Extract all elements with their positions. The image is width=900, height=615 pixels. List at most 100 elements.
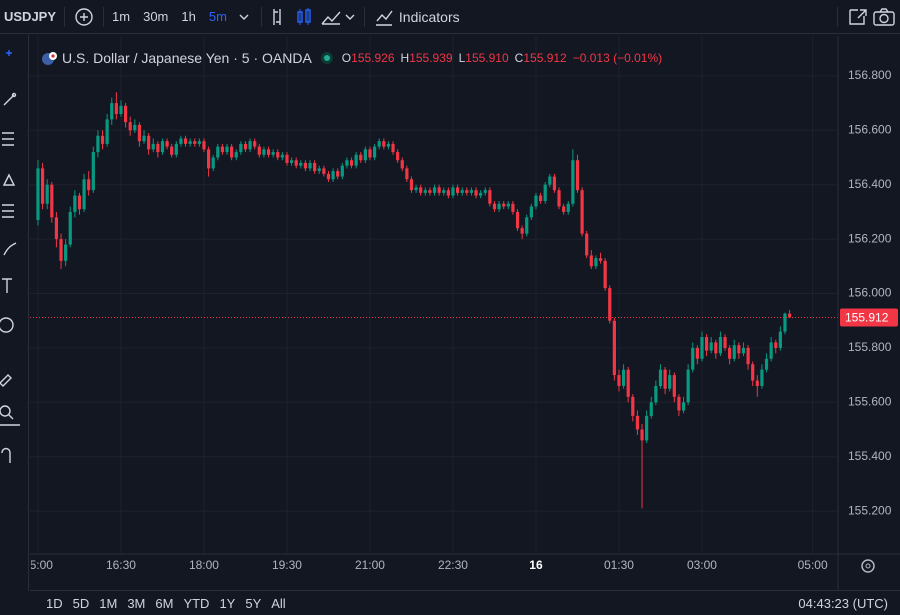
- ohlc-values: O 155.926 H 155.939 L 155.910 C 155.912: [342, 51, 567, 65]
- candle-body: [59, 239, 63, 261]
- candle-body: [87, 179, 91, 191]
- candle-body: [557, 190, 561, 207]
- chart-style-icons[interactable]: [270, 6, 356, 28]
- candle-body: [566, 203, 570, 212]
- candle-body: [165, 141, 169, 147]
- candle-body: [414, 187, 418, 191]
- ohlc-letter: H: [400, 51, 410, 65]
- candle-body: [142, 135, 146, 142]
- candle-body: [589, 255, 593, 267]
- candle-body: [437, 187, 441, 193]
- candle-body: [580, 190, 584, 234]
- candle-body: [718, 337, 723, 354]
- candle-body: [460, 190, 464, 193]
- candle-body: [598, 258, 603, 261]
- candle-body: [354, 154, 358, 166]
- snapshot-share[interactable]: [846, 6, 870, 28]
- date-range[interactable]: 5Y: [245, 595, 262, 611]
- x-tick-label: 16:30: [106, 558, 136, 572]
- date-range[interactable]: YTD: [183, 595, 210, 611]
- candle-body: [202, 141, 206, 150]
- y-tick-label: 155.200: [848, 503, 892, 517]
- candle-body: [575, 160, 580, 191]
- candle-body: [709, 342, 713, 351]
- candle-body: [525, 217, 529, 234]
- date-range[interactable]: 6M: [155, 595, 174, 611]
- candle-body: [506, 203, 510, 207]
- candle-body: [331, 171, 335, 180]
- date-range[interactable]: 1Y: [219, 595, 236, 611]
- candle-body: [280, 154, 284, 158]
- candle-body: [266, 149, 271, 155]
- candle-body: [488, 190, 492, 204]
- settings-icon[interactable]: [861, 559, 875, 573]
- x-tick-label: 01:30: [604, 558, 634, 572]
- candle-body: [151, 143, 155, 150]
- add-symbol[interactable]: [73, 6, 95, 28]
- legend: U.S. Dollar / Japanese Yen · 5 · OANDA O…: [40, 48, 662, 68]
- candle-body: [400, 160, 404, 169]
- candle-body: [396, 152, 400, 161]
- candle-body: [469, 190, 474, 193]
- date-range[interactable]: 1D: [46, 595, 63, 611]
- interval[interactable]: 1h: [181, 9, 196, 24]
- candle-body: [483, 190, 487, 193]
- candle-body: [188, 141, 192, 144]
- candle-body: [303, 162, 308, 169]
- candle-body: [206, 149, 211, 169]
- interval-menu[interactable]: [235, 8, 253, 26]
- candle-body: [543, 184, 547, 202]
- candle-body: [105, 119, 109, 144]
- y-tick-label: 156.600: [848, 122, 892, 136]
- drawing-tools[interactable]: [0, 35, 28, 475]
- ohlc-value: 155.910: [465, 51, 509, 65]
- camera[interactable]: [870, 6, 900, 28]
- candle-body: [645, 415, 649, 441]
- candle-body: [322, 168, 326, 174]
- top-toolbar: USDJPY 1m 30m 1h 5m Indicators: [0, 0, 900, 34]
- candle-body: [594, 258, 598, 267]
- market-status: [320, 52, 333, 64]
- date-range[interactable]: 3M: [127, 595, 146, 611]
- candle-body: [686, 369, 690, 403]
- date-range[interactable]: 5D: [72, 595, 90, 611]
- separator: [103, 6, 105, 27]
- y-tick-label: 156.200: [848, 231, 892, 245]
- candle-body: [631, 396, 635, 416]
- indicators[interactable]: Indicators: [398, 8, 460, 25]
- candle-body: [326, 173, 331, 180]
- candle-body: [787, 313, 792, 318]
- symbol[interactable]: USDJPY: [4, 9, 57, 24]
- interval[interactable]: 30m: [143, 9, 169, 24]
- date-range[interactable]: 1M: [99, 595, 118, 611]
- y-tick-label: 155.600: [848, 394, 892, 408]
- candles: [30, 92, 838, 509]
- candle-body: [147, 135, 151, 150]
- candle-body: [626, 369, 630, 397]
- ohlc-value: 155.912: [523, 51, 567, 65]
- candle-body: [515, 211, 520, 229]
- candle-body: [174, 143, 178, 155]
- interval[interactable]: 5m: [208, 9, 227, 24]
- grid: [30, 36, 838, 554]
- date-range[interactable]: All: [271, 595, 286, 611]
- candle-body: [677, 396, 681, 411]
- x-tick-label: 19:30: [272, 558, 302, 572]
- candle-body: [230, 146, 234, 158]
- candle-body: [123, 105, 128, 123]
- indicators-icon[interactable]: [373, 6, 395, 28]
- candle-body: [737, 345, 741, 354]
- legend-title[interactable]: U.S. Dollar / Japanese Yen · 5 · OANDA: [62, 50, 312, 66]
- candle-body: [700, 337, 704, 359]
- candle-body: [239, 143, 243, 153]
- candle-body: [621, 369, 626, 386]
- candle-body: [658, 369, 663, 386]
- interval[interactable]: 1m: [112, 9, 131, 24]
- candle-body: [760, 369, 764, 386]
- candle-body: [253, 141, 257, 147]
- candle-body: [548, 176, 552, 185]
- candle-body: [257, 146, 261, 155]
- candle-body: [299, 162, 303, 166]
- candle-body: [691, 347, 695, 370]
- y-tick-label: 156.000: [848, 286, 892, 300]
